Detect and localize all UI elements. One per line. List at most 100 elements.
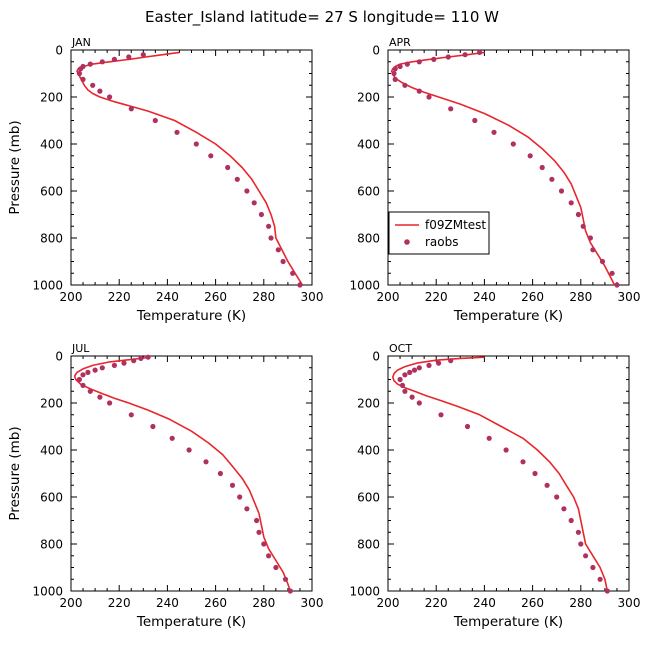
raobs-point (80, 382, 86, 388)
raobs-point (486, 435, 492, 441)
raobs-point (169, 435, 175, 441)
y-tick-label: 800 (357, 538, 380, 552)
raobs-point (609, 270, 615, 276)
raobs-point (297, 282, 303, 288)
raobs-point (261, 541, 267, 547)
panel-label-apr: APR (389, 36, 411, 49)
raobs-point (145, 354, 151, 360)
raobs-point (614, 282, 620, 288)
x-tick-label: 300 (301, 290, 324, 304)
legend-label-model: f09ZMtest (425, 218, 486, 232)
raobs-point (539, 164, 545, 171)
model-profile-line (73, 356, 292, 592)
x-tick-label: 200 (60, 290, 83, 304)
x-tick-label: 240 (156, 290, 179, 304)
raobs-point (266, 553, 272, 559)
y-tick-label: 400 (40, 138, 63, 152)
raobs-point (80, 372, 86, 378)
y-tick-label: 400 (40, 444, 63, 458)
raobs-point (273, 564, 279, 571)
y-tick-label: 600 (40, 185, 63, 199)
y-axis-title: Pressure (mb) (7, 120, 23, 214)
raobs-point (472, 117, 478, 124)
y-tick-label: 200 (40, 397, 63, 411)
y-tick-label: 800 (40, 232, 63, 246)
raobs-point (244, 506, 250, 512)
raobs-point (580, 223, 586, 229)
y-tick-label: 1000 (349, 279, 380, 293)
raobs-point (254, 517, 260, 524)
raobs-point (445, 54, 451, 60)
raobs-point (416, 59, 422, 65)
raobs-point (416, 88, 422, 94)
y-tick-label: 800 (357, 232, 380, 246)
x-tick-label: 240 (156, 596, 179, 610)
raobs-point (549, 176, 555, 182)
legend: f09ZMtest raobs (388, 211, 490, 255)
raobs-point (111, 56, 117, 63)
raobs-point (397, 376, 403, 383)
raobs-point (229, 482, 236, 488)
raobs-point (510, 141, 516, 147)
raobs-point (208, 153, 214, 159)
raobs-point (554, 494, 560, 500)
plot-frame (70, 355, 313, 592)
raobs-point (282, 576, 289, 582)
panel-label-oct: OCT (389, 342, 412, 355)
panels-group: JAN 200 220 240 260 280 300 0 200 400 600 800 1000 Te… (7, 36, 640, 630)
x-axis-title: Temperature (K) (453, 308, 563, 324)
raobs-point (590, 564, 596, 571)
x-tick-label: 240 (473, 596, 496, 610)
raobs-point (477, 49, 483, 56)
raobs-point (561, 506, 567, 512)
x-tick-label: 260 (204, 596, 227, 610)
x-tick-label: 220 (108, 596, 131, 610)
raobs-point (397, 63, 403, 70)
figure-title: Easter_Island latitude= 27 S longitude= … (145, 8, 499, 27)
raobs-point (99, 59, 105, 65)
x-tick-label: 200 (377, 596, 400, 610)
raobs-point (599, 258, 606, 265)
raobs-point (597, 576, 603, 582)
y-tick-label: 600 (357, 185, 380, 199)
raobs-point (404, 61, 410, 67)
raobs-point (464, 423, 471, 430)
raobs-point (416, 365, 422, 371)
raobs-point (392, 76, 398, 82)
raobs-point (280, 258, 286, 265)
y-tick-label: 1000 (32, 279, 63, 293)
raobs-point (99, 365, 105, 371)
raobs-point (407, 369, 413, 375)
raobs-point (217, 470, 223, 477)
raobs-point (416, 400, 422, 406)
raobs-point (568, 200, 574, 206)
raobs-point (409, 394, 415, 400)
raobs-point (583, 553, 589, 559)
raobs-point (438, 412, 444, 418)
raobs-point (174, 129, 180, 135)
raobs-point (80, 76, 86, 82)
x-tick-label: 260 (521, 596, 544, 610)
y-tick-label: 0 (372, 44, 380, 58)
x-tick-label: 280 (569, 290, 592, 304)
raobs-point (90, 82, 96, 88)
y-tick-label: 1000 (349, 585, 380, 599)
y-axis-title: Pressure (mb) (7, 426, 23, 520)
raobs-point (97, 88, 103, 94)
raobs-point (558, 188, 565, 194)
legend-label-obs: raobs (425, 235, 459, 249)
panel-oct: OCT 200 220 240 260 280 300 0 200 400 600 800 1000 Te… (349, 342, 640, 630)
raobs-point (128, 412, 134, 418)
raobs-point (256, 529, 262, 535)
x-tick-label: 220 (425, 596, 448, 610)
y-tick-label: 800 (40, 538, 63, 552)
raobs-point (97, 394, 103, 400)
raobs-point (587, 235, 594, 241)
y-tick-label: 1000 (32, 585, 63, 599)
y-tick-label: 0 (55, 350, 63, 364)
y-tick-label: 0 (55, 44, 63, 58)
x-tick-label: 200 (377, 290, 400, 304)
raobs-point (290, 270, 296, 276)
raobs-point (575, 211, 582, 218)
raobs-point (520, 459, 526, 465)
